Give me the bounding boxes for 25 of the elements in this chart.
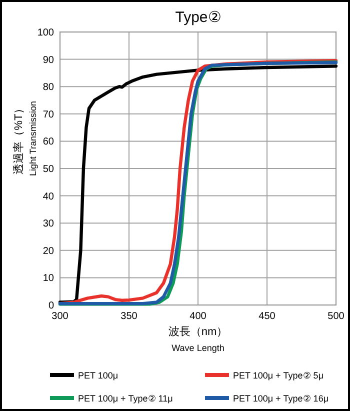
y-axis-title: 透過率（%T）: [12, 102, 25, 174]
y-tick-label: 10: [42, 273, 54, 284]
x-tick-label: 400: [190, 311, 207, 322]
y-tick-label: 30: [42, 218, 54, 230]
y-tick-label: 0: [48, 300, 54, 312]
y-tick-label: 80: [42, 82, 54, 94]
y-tick-label: 100: [37, 28, 54, 38]
x-tick-label: 300: [52, 311, 69, 322]
legend-label: PET 100μ + Type② 5μ: [233, 370, 324, 380]
legend-label: PET 100μ + Type② 11μ: [78, 394, 173, 404]
y-tick-label: 60: [42, 136, 54, 148]
text: Light Transmission: [28, 100, 38, 176]
x-tick-label: 500: [328, 311, 345, 322]
y-tick-label: 40: [42, 191, 54, 202]
chart-title: Type②: [175, 9, 221, 26]
legend-label: PET 100μ + Type② 16μ: [233, 394, 329, 404]
y-tick-label: 90: [42, 54, 54, 66]
y-tick-label: 70: [42, 109, 54, 120]
x-tick-label: 350: [120, 311, 138, 322]
text: Wave Length: [172, 343, 224, 353]
x-axis-title: 波長（nm）: [168, 325, 228, 338]
legend-label: PET 100μ: [78, 370, 118, 380]
y-tick-label: 20: [42, 246, 54, 257]
y-tick-label: 50: [42, 164, 54, 175]
x-tick-label: 450: [258, 311, 276, 322]
